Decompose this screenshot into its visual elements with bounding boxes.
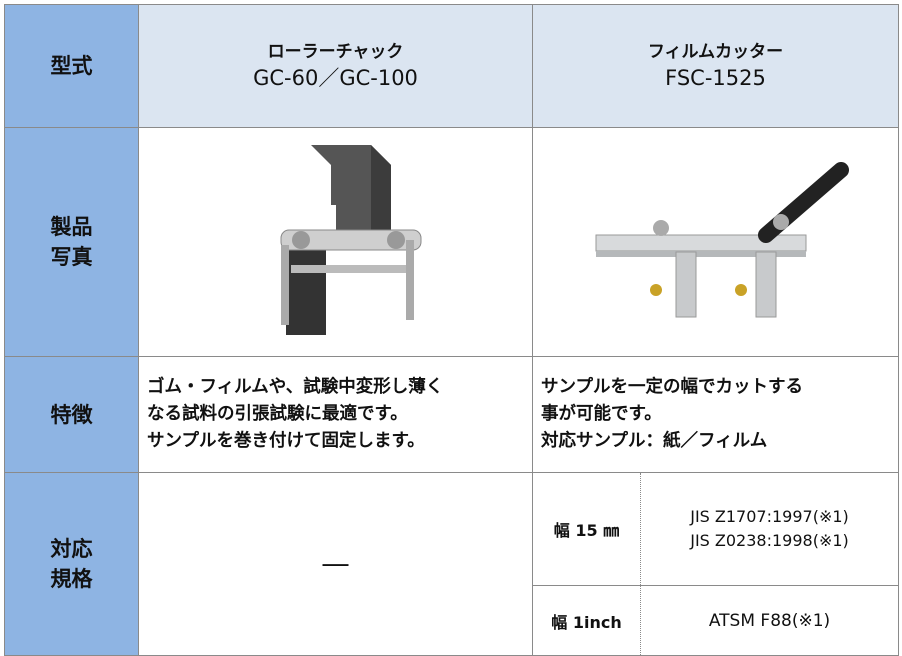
product-name: ローラーチャック	[267, 42, 404, 62]
standard: JIS Z0238:1998(※1)	[690, 531, 849, 550]
feature-text: サンプルを一定の幅でカットする	[541, 377, 803, 397]
film-cutter-photo	[595, 162, 849, 318]
row-label: 特徴	[4, 356, 139, 473]
feature-text: サンプルを巻き付けて固定します。	[147, 431, 425, 451]
label: 対応	[50, 537, 93, 561]
label: 型式	[50, 54, 93, 78]
standard-cell: ―	[138, 472, 533, 656]
photo-cell	[531, 127, 900, 357]
header-cell: ローラーチャック GC-60／GC-100	[138, 4, 533, 128]
label: 規格	[50, 567, 93, 591]
spec-table: 型式 ローラーチャック GC-60／GC-100 フィルムカッター FSC-1525…	[4, 4, 900, 656]
header-cell: フィルムカッター FSC-1525	[531, 4, 900, 128]
width-cell: 幅 15 ㎜	[532, 472, 641, 586]
row-label: 製品 写真	[4, 127, 139, 357]
header-row: 型式 ローラーチャック GC-60／GC-100 フィルムカッター FSC-1525	[4, 4, 900, 128]
photo-row: 製品 写真	[4, 127, 900, 357]
standard: JIS Z1707:1997(※1)	[690, 507, 849, 526]
row-label: 型式	[4, 4, 139, 128]
width: 幅 15 ㎜	[553, 521, 620, 540]
feature-text: なる試料の引張試験に最適です。	[147, 404, 408, 424]
label: 写真	[50, 245, 93, 269]
row-label: 対応 規格	[4, 472, 139, 656]
standard-cell: JIS Z1707:1997(※1) JIS Z0238:1998(※1)	[639, 472, 900, 586]
photo-cell	[138, 127, 533, 357]
roller-chuck-photo	[280, 145, 421, 335]
model: GC-60／GC-100	[253, 66, 418, 90]
model: FSC-1525	[665, 66, 766, 90]
label: 製品	[50, 215, 93, 239]
feature-text: ゴム・フィルムや、試験中変形し薄く	[147, 377, 444, 397]
feature-cell: サンプルを一定の幅でカットする 事が可能です。対応サンプル：紙／フィルム	[531, 356, 900, 473]
standards-row: 対応規格 ― 幅 15 ㎜ JIS Z1707:1997(※1) JIS Z023…	[4, 472, 900, 656]
feature-text: 事が可能です。	[541, 404, 662, 424]
features-row: 特徴 ゴム・フィルムや、試験中変形し薄く なる試料の引張試験に最適です。 サンプルを…	[4, 356, 900, 473]
dash: ―	[322, 549, 349, 579]
label: 特徴	[50, 402, 93, 427]
width: 幅 1inch	[551, 612, 622, 632]
standard-cell: ATSM F88(※1)	[639, 585, 900, 656]
feature-cell: ゴム・フィルムや、試験中変形し薄く なる試料の引張試験に最適です。 サンプルを巻き付…	[138, 356, 533, 473]
standard: ATSM F88(※1)	[708, 610, 831, 631]
feature-text: 対応サンプル：紙／フィルム	[541, 431, 768, 451]
width-cell: 幅 1inch	[532, 585, 641, 656]
product-name: フィルムカッター	[647, 42, 784, 62]
